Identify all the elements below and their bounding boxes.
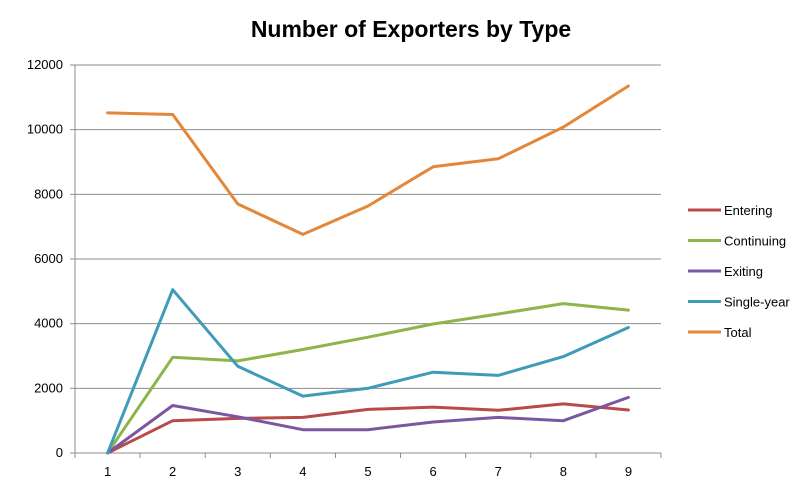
x-tick-label: 8 (560, 464, 567, 479)
legend-label-continuing: Continuing (724, 234, 786, 249)
axes: 0 2000 4000 6000 8000 10000 12000 1 2 3 4 5 6 7 8 9 (27, 57, 662, 479)
y-tick-label: 4000 (34, 316, 63, 331)
x-tick-label: 1 (104, 464, 111, 479)
y-tick-label: 8000 (34, 186, 63, 201)
legend-label-total: Total (724, 325, 752, 340)
legend-label-single-year: Single-year (724, 295, 790, 310)
series-line-exiting (106, 395, 630, 455)
legend-label-exiting: Exiting (724, 264, 763, 279)
series-line-single-year (106, 288, 630, 455)
y-tick-label: 10000 (27, 122, 63, 137)
series-line-entering (106, 402, 630, 455)
legend-label-entering: Entering (724, 203, 772, 218)
series-line-total (106, 84, 630, 236)
x-tick-label: 6 (429, 464, 436, 479)
series-line-continuing (106, 302, 630, 455)
gridlines (75, 64, 661, 389)
x-tick-label: 5 (364, 464, 371, 479)
series-lines (106, 84, 630, 455)
chart-title: Number of Exporters by Type (251, 16, 571, 42)
x-tick-label: 2 (169, 464, 176, 479)
x-tick-label: 3 (234, 464, 241, 479)
y-tick-label: 6000 (34, 251, 63, 266)
x-tick-label: 9 (625, 464, 632, 479)
x-tick-label: 4 (299, 464, 306, 479)
legend: Entering Continuing Exiting Single-year Tota… (688, 203, 790, 340)
y-tick-label: 12000 (27, 57, 63, 72)
y-tick-label: 2000 (34, 380, 63, 395)
y-tick-label: 0 (56, 445, 63, 460)
x-tick-label: 7 (495, 464, 502, 479)
